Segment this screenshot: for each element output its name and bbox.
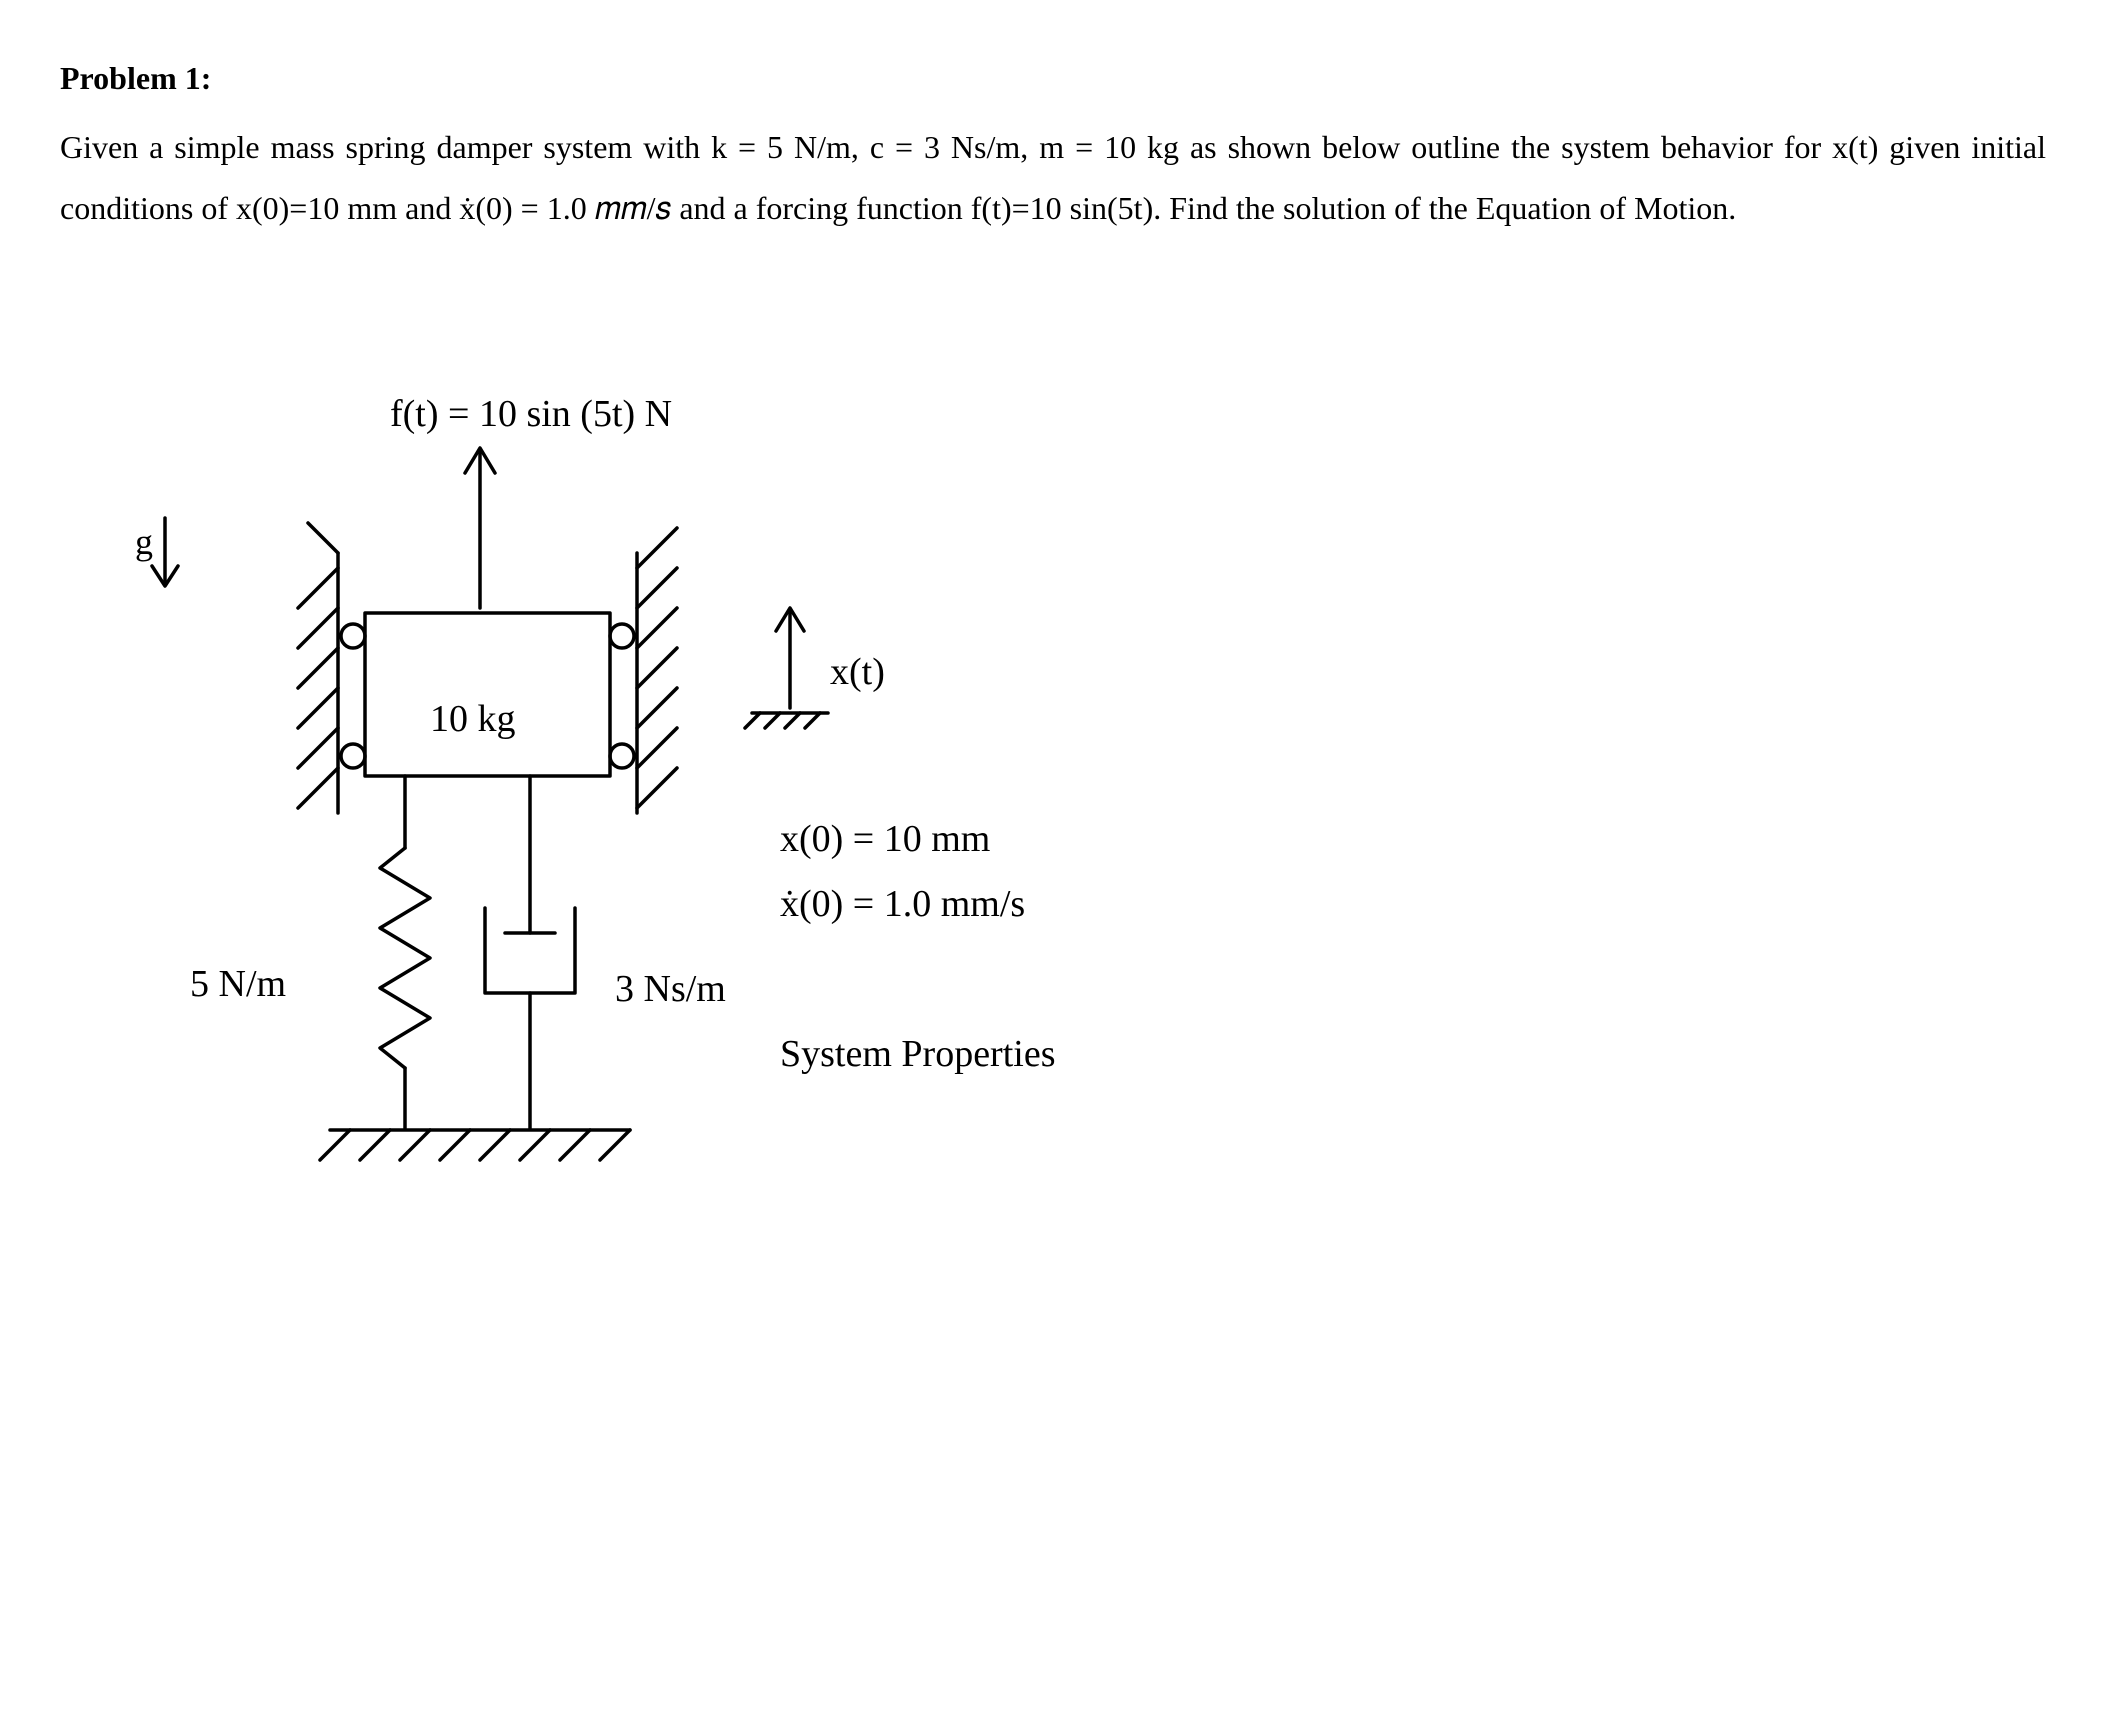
diagram-svg — [60, 378, 1260, 1278]
problem-body: Given a simple mass spring damper system… — [60, 117, 2046, 239]
problem-title: Problem 1: — [60, 48, 2046, 109]
diagram: f(t) = 10 sin (5t) N g 10 kg 5 N/m 3 Ns/… — [60, 378, 1260, 1278]
